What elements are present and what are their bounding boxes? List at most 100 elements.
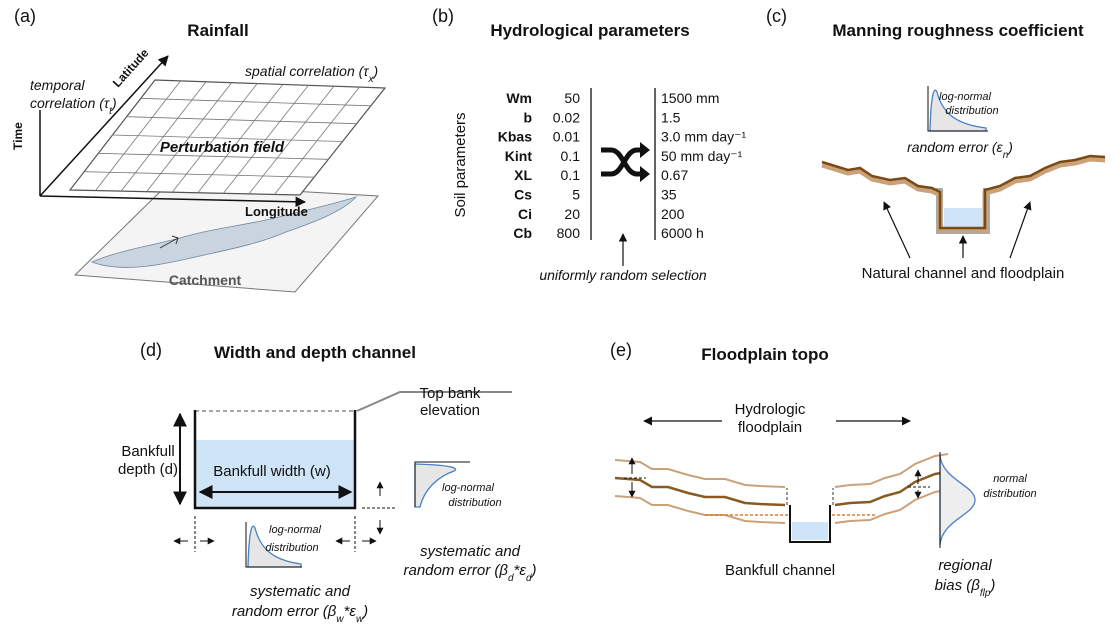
subscript: flp	[980, 588, 991, 599]
parameter-min: 5	[572, 187, 580, 203]
parameter-max: 0.67	[661, 167, 688, 183]
text-segment: )	[988, 577, 995, 594]
error-label: systematic and	[250, 583, 351, 600]
elevation-profile	[834, 453, 949, 488]
error-label: random error (βw*εw)	[232, 603, 368, 625]
panel-title: Width and depth channel	[214, 343, 416, 362]
shape	[414, 461, 470, 507]
lognormal-glyph	[245, 522, 302, 568]
north-arrow	[159, 235, 179, 249]
grid-line	[98, 152, 329, 160]
grid-line	[84, 171, 315, 178]
subscript: t	[109, 106, 113, 117]
pointer-arrow	[1009, 201, 1032, 259]
floodplain-profile	[821, 154, 1106, 230]
channel-water	[792, 522, 828, 540]
latitude-label: Latitude	[110, 46, 152, 90]
panel-title: Hydrological parameters	[490, 21, 689, 40]
panel-title: Manning roughness coefficient	[832, 21, 1084, 40]
parameter-max: 35	[661, 187, 677, 203]
parameter-min: 20	[564, 206, 580, 222]
channel-label: Bankfull channel	[725, 562, 835, 579]
channel-outline	[193, 410, 357, 510]
distribution-label: distribution	[945, 105, 998, 117]
parameter-min: 0.01	[553, 129, 580, 145]
elevation-profile	[614, 476, 786, 507]
shape	[601, 147, 641, 177]
subscript: w	[356, 614, 364, 625]
text-segment: )	[372, 63, 379, 79]
channel-water	[944, 208, 982, 228]
parameter-table: Wm 50 1500 mm b 0.02 1.5 Kbas 0.01 3.0 mm day⁻¹ K…	[498, 90, 747, 241]
depth-label: depth (d)	[118, 461, 178, 478]
top-bank-label: Top bank	[420, 385, 481, 402]
grid-line	[140, 97, 371, 107]
parameter-min: 0.1	[561, 167, 581, 183]
shape	[245, 522, 302, 568]
floodplain-label: Hydrologic	[735, 401, 806, 418]
text-segment: *ε	[344, 603, 357, 620]
parameter-min: 800	[557, 225, 581, 241]
subscript: n	[1003, 150, 1009, 161]
temporal-label: correlation (τt)	[30, 95, 117, 117]
distribution-label: log-normal	[269, 524, 322, 536]
grid-line	[112, 134, 343, 142]
shape	[929, 89, 987, 132]
parameter-name: Cb	[513, 225, 532, 241]
elevation-profile	[834, 470, 949, 507]
text-segment: random error (β	[404, 562, 509, 579]
latitude-axis	[39, 55, 169, 197]
catchment-label: Catchment	[169, 272, 242, 288]
panel-title: Rainfall	[187, 21, 248, 40]
text-segment: )	[361, 603, 368, 620]
bias-label: bias (βflp)	[935, 577, 996, 599]
distribution-label: distribution	[265, 542, 318, 554]
parameter-max: 1500 mm	[661, 90, 719, 106]
error-label: random error (βd*εd)	[404, 562, 537, 584]
parameter-min: 0.02	[553, 109, 580, 125]
top-bank-pointer	[356, 391, 512, 412]
elevation-profile	[614, 495, 786, 524]
spatial-label: spatial correlation (τx)	[245, 63, 378, 85]
depth-label: Bankfull	[121, 443, 174, 460]
soil-parameters-label: Soil parameters	[452, 112, 469, 217]
subscript: w	[336, 614, 344, 625]
distribution-label: log-normal	[442, 482, 495, 494]
panel-title: Floodplain topo	[701, 345, 828, 364]
text-segment: )	[110, 95, 117, 111]
distribution-label: normal	[993, 473, 1027, 485]
elevation-profile	[614, 459, 786, 488]
error-label: systematic and	[420, 543, 521, 560]
distribution-label: distribution	[448, 497, 501, 509]
text-segment: )	[1006, 139, 1013, 155]
parameter-name: Cs	[514, 187, 532, 203]
parameter-name: b	[523, 109, 532, 125]
parameter-max: 200	[661, 206, 685, 222]
shape	[640, 166, 650, 182]
channel-outline	[789, 505, 831, 543]
time-label: Time	[11, 122, 25, 150]
longitude-axis	[39, 195, 307, 208]
shape	[640, 142, 650, 158]
floodplain-label: floodplain	[738, 419, 802, 436]
parameter-max: 6000 h	[661, 225, 704, 241]
subscript: d	[526, 573, 532, 584]
subscript: x	[368, 74, 375, 85]
parameter-name: Wm	[506, 90, 532, 106]
panel-label: (b)	[432, 6, 454, 26]
text-segment: )	[530, 562, 537, 579]
floodplain-profile-shadow	[821, 156, 1106, 233]
text-segment: correlation (τ	[30, 95, 110, 111]
panel-label: (c)	[766, 6, 787, 26]
bias-label: regional	[938, 557, 992, 574]
longitude-label: Longitude	[245, 204, 308, 219]
distribution-label: log-normal	[939, 91, 992, 103]
lognormal-glyph	[927, 86, 988, 132]
parameter-max: 1.5	[661, 109, 681, 125]
shape	[247, 525, 302, 568]
distribution-label: distribution	[983, 488, 1036, 500]
shape	[414, 463, 457, 508]
